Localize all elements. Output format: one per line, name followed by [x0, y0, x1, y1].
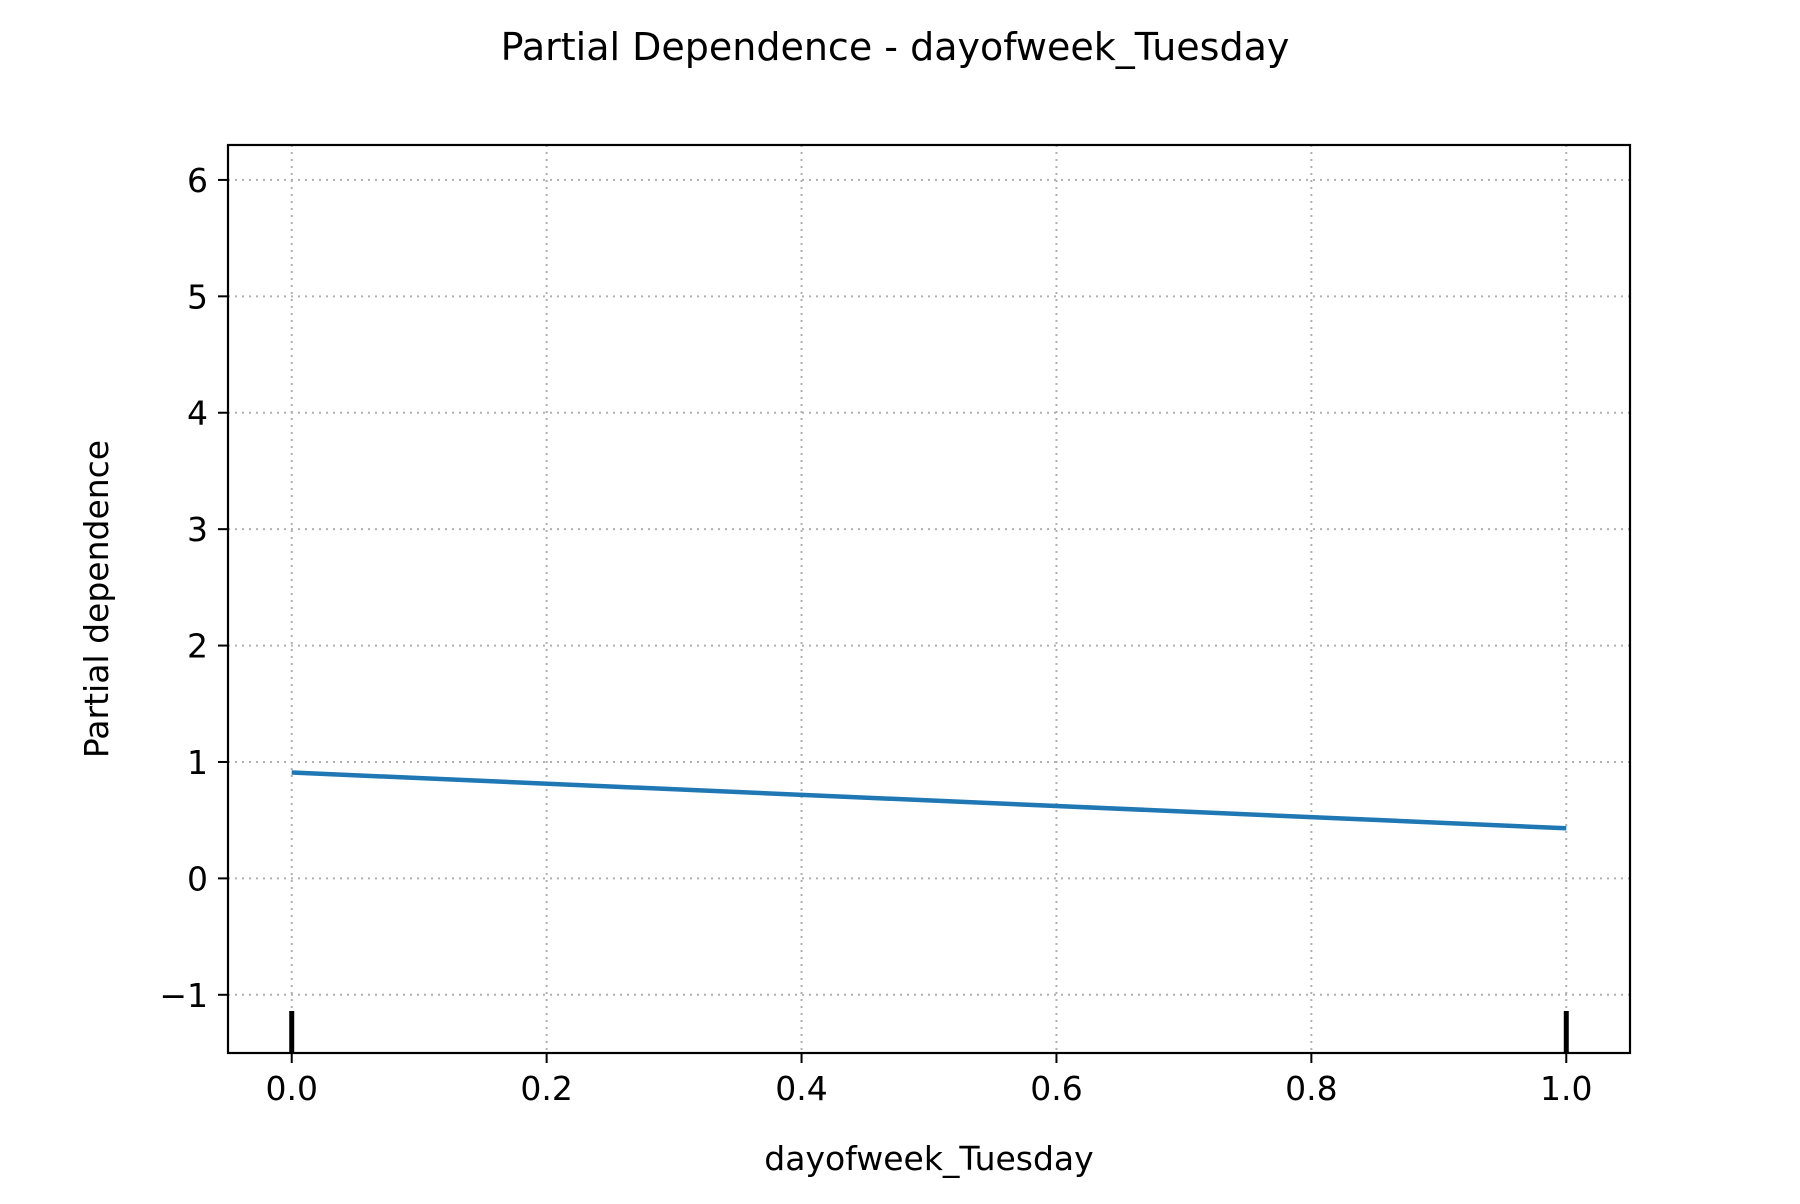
x-axis: 0.0 0.2 0.4 0.6 0.8 1.0	[265, 1053, 1593, 1108]
y-tick-label: 2	[187, 627, 208, 666]
y-tick-label: 6	[187, 161, 208, 200]
x-tick-label: 0.6	[1030, 1069, 1082, 1108]
pd-line	[291, 770, 1567, 831]
y-tick-label: 1	[187, 743, 208, 782]
x-tick-label: 1.0	[1540, 1069, 1592, 1108]
x-tick-label: 0.4	[775, 1069, 827, 1108]
y-tick-label: −1	[159, 976, 208, 1015]
x-tick-label: 0.8	[1285, 1069, 1337, 1108]
y-tick-label: 4	[187, 394, 208, 433]
x-tick-label: 0.0	[265, 1069, 317, 1108]
plot-frame	[226, 143, 1632, 1055]
y-axis: −1 0 1 2 3 4 5 6	[159, 161, 228, 1015]
rug-layer	[289, 1011, 1569, 1053]
grid-layer	[228, 145, 1630, 1053]
x-tick-label: 0.2	[520, 1069, 572, 1108]
series-layer	[291, 770, 1567, 831]
y-tick-label: 3	[187, 510, 208, 549]
y-axis-label: Partial dependence	[77, 440, 116, 758]
y-tick-label: 0	[187, 859, 208, 898]
chart-title: Partial Dependence - dayofweek_Tuesday	[501, 25, 1290, 69]
x-axis-label: dayofweek_Tuesday	[764, 1139, 1093, 1178]
y-tick-label: 5	[187, 277, 208, 316]
